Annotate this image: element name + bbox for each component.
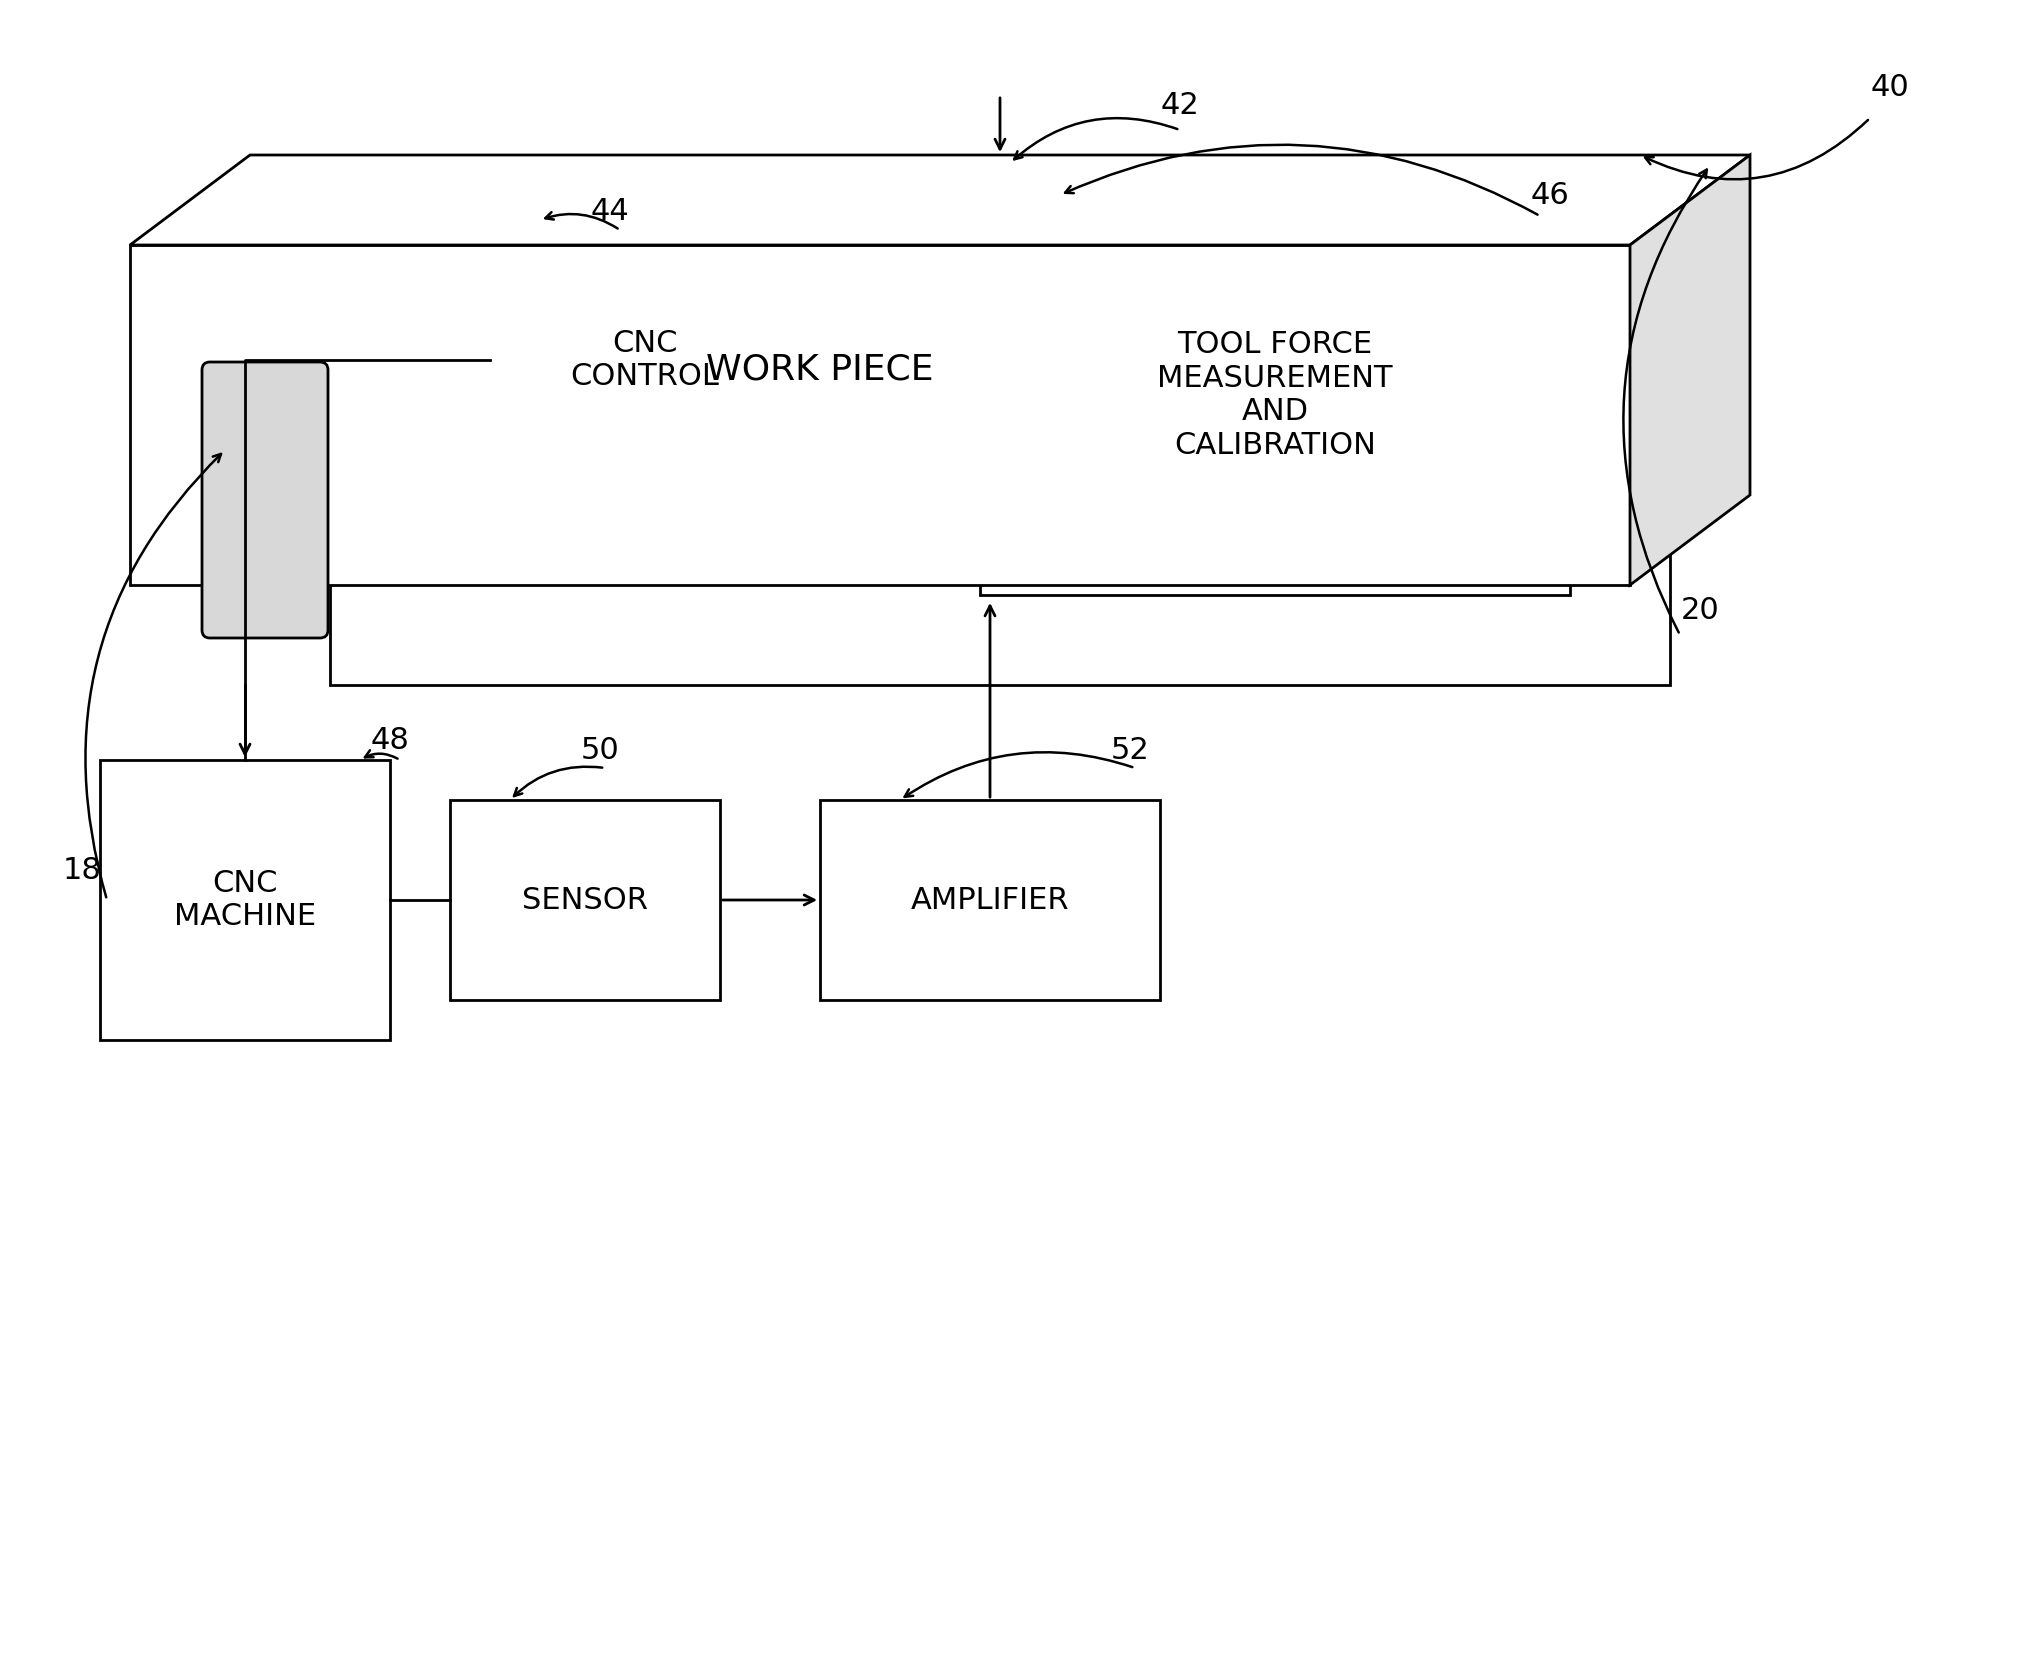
FancyBboxPatch shape xyxy=(202,362,328,639)
Text: 48: 48 xyxy=(370,726,408,754)
Text: 46: 46 xyxy=(1531,181,1569,211)
Bar xyxy=(99,759,390,1041)
Text: SENSOR: SENSOR xyxy=(522,885,647,915)
Bar xyxy=(129,245,1630,585)
Bar xyxy=(821,799,1161,1001)
Text: 52: 52 xyxy=(1110,736,1148,764)
Bar xyxy=(330,154,1670,685)
Text: AMPLIFIER: AMPLIFIER xyxy=(910,885,1070,915)
Text: 44: 44 xyxy=(590,198,629,226)
Bar xyxy=(981,194,1569,595)
Polygon shape xyxy=(129,154,1749,245)
Text: CNC
MACHINE: CNC MACHINE xyxy=(174,868,315,932)
Text: 20: 20 xyxy=(1680,595,1719,625)
Text: CNC
CONTROL: CNC CONTROL xyxy=(570,328,720,391)
Text: 40: 40 xyxy=(1870,74,1909,102)
Text: WORK PIECE: WORK PIECE xyxy=(706,354,934,387)
Polygon shape xyxy=(1630,154,1749,585)
Bar xyxy=(489,220,801,499)
Bar xyxy=(451,799,720,1001)
Text: 50: 50 xyxy=(580,736,619,764)
Text: 42: 42 xyxy=(1161,91,1199,119)
Text: TOOL FORCE
MEASUREMENT
AND
CALIBRATION: TOOL FORCE MEASUREMENT AND CALIBRATION xyxy=(1157,330,1393,459)
Text: 18: 18 xyxy=(63,855,101,885)
